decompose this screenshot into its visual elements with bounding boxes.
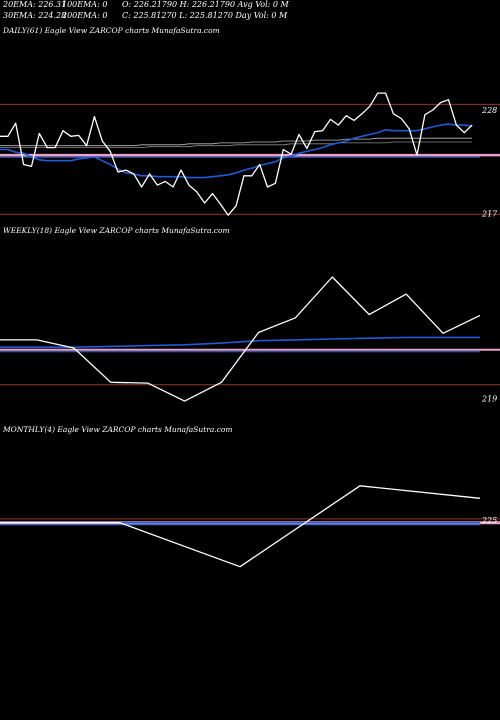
monthly-panel: 225 (0, 485, 500, 568)
daily-price-series (0, 92, 473, 216)
monthly-panel-title: MONTHLY(4) Eagle View ZARCOP charts Muna… (3, 425, 233, 434)
ema100-label: 100EMA: 0 (62, 0, 108, 9)
weekly-panel: 219 (0, 276, 500, 404)
daily-slow-series (0, 137, 473, 147)
weekly-panel-title: WEEKLY(18) Eagle View ZARCOP charts Muna… (3, 226, 230, 235)
monthly-price-series (0, 485, 481, 568)
ema200-label: 200EMA: 0 (62, 11, 108, 20)
daily-tick-label-0: 228 (481, 106, 497, 115)
weekly-tick-label-0: 219 (481, 395, 497, 404)
daily-panel-title: DAILY(61) Eagle View ZARCOP charts Munaf… (3, 26, 220, 35)
weekly-ema-series (0, 336, 480, 349)
daily-tick-label-1: 217 (481, 209, 498, 218)
ema30-label: 30EMA: 224.28 (3, 11, 67, 20)
daily-ema-series (0, 123, 473, 179)
daily-slow2-series (0, 141, 473, 149)
ohlc-line2: C: 225.81270 L: 225.81270 Day Vol: 0 M (122, 11, 288, 20)
ema20-label: 20EMA: 226.31 (3, 0, 67, 9)
monthly-tick-label-0: 225 (481, 516, 497, 525)
ohlc-line1: O: 226.21790 H: 226.21790 Avg Vol: 0 M (122, 0, 289, 9)
weekly-price-series (0, 276, 481, 402)
daily-panel: 228 217 (0, 92, 500, 218)
